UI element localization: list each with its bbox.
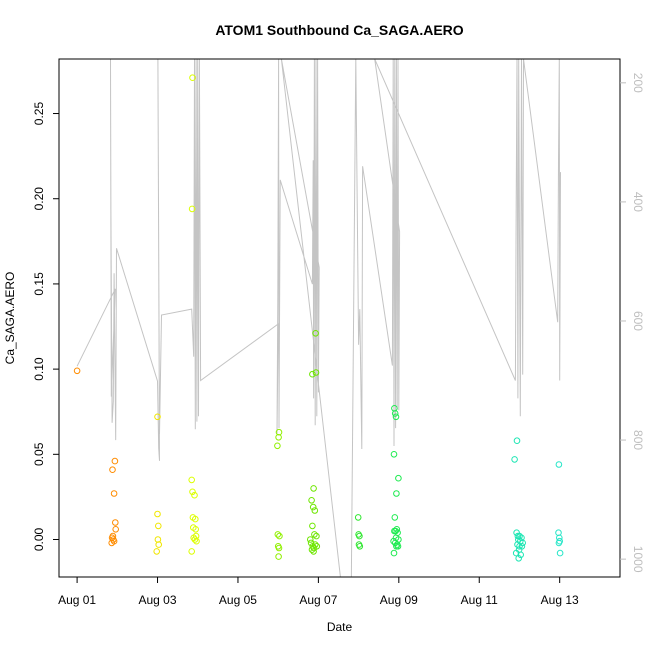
data-point	[390, 537, 397, 545]
y-tick-label: 0.25	[32, 102, 46, 126]
y-axis-label: Ca_SAGA.AERO	[3, 272, 17, 365]
right-axis: 200 400 600 800 1000	[620, 73, 645, 573]
data-point	[154, 413, 161, 421]
data-point	[356, 532, 363, 540]
data-point	[192, 526, 199, 533]
data-point	[511, 456, 518, 463]
data-point	[356, 543, 364, 550]
data-point	[394, 543, 402, 550]
x-tick-label: Aug 05	[219, 593, 257, 607]
data-point	[307, 536, 314, 543]
data-point	[188, 476, 195, 484]
right-tick-label: 600	[631, 311, 645, 331]
data-point	[556, 549, 564, 557]
data-point	[192, 515, 199, 523]
data-point	[391, 514, 399, 521]
y-tick-label: 0.10	[32, 357, 46, 381]
data-point	[311, 531, 318, 538]
data-point	[275, 434, 282, 441]
data-point	[189, 488, 196, 496]
data-point	[393, 490, 400, 497]
data-point	[191, 491, 198, 499]
data-point	[513, 437, 521, 445]
plot-frame	[58, 58, 621, 578]
data-point	[555, 539, 563, 547]
right-tick-label: 400	[631, 192, 645, 212]
data-point	[155, 522, 162, 530]
altitude-trace-line	[76, 59, 561, 577]
data-point	[308, 497, 315, 504]
data-point	[191, 536, 199, 543]
data-point	[312, 330, 319, 337]
data-point	[309, 522, 316, 530]
data-point	[274, 442, 281, 450]
data-point	[112, 526, 119, 533]
altitude-trace-layer	[76, 59, 561, 577]
data-points-layer	[73, 74, 564, 562]
x-tick-label: Aug 03	[139, 593, 177, 607]
data-point	[392, 527, 399, 535]
data-point	[390, 451, 398, 458]
data-point	[188, 205, 196, 213]
data-point	[392, 413, 400, 421]
data-point	[516, 543, 523, 550]
x-tick-label: Aug 13	[541, 593, 579, 607]
x-tick-label: Aug 07	[299, 593, 337, 607]
data-point	[188, 548, 195, 555]
data-point	[309, 503, 317, 511]
data-point	[308, 546, 316, 554]
data-point	[110, 490, 118, 497]
x-tick-label: Aug 11	[461, 593, 498, 607]
data-point	[154, 536, 162, 543]
data-point	[275, 544, 283, 552]
data-point	[555, 461, 563, 468]
x-axis-label: Date	[327, 620, 353, 634]
data-point	[393, 526, 401, 533]
data-point	[189, 74, 196, 81]
data-point	[275, 553, 282, 560]
x-tick-label: Aug 01	[58, 593, 96, 607]
right-tick-label: 200	[631, 73, 645, 93]
data-point	[512, 549, 520, 557]
data-point	[154, 510, 161, 518]
y-tick-label: 0.05	[32, 442, 46, 466]
data-point	[110, 537, 118, 545]
data-point	[109, 466, 116, 474]
data-point	[73, 367, 81, 375]
data-point	[390, 549, 398, 557]
data-point	[274, 531, 282, 538]
data-point	[313, 532, 320, 540]
data-point	[391, 410, 399, 417]
data-point	[276, 532, 283, 540]
data-point	[517, 551, 525, 559]
y-tick-label: 0.20	[32, 187, 46, 211]
data-point	[354, 514, 362, 521]
data-point	[112, 519, 119, 526]
data-point	[311, 507, 319, 514]
data-point	[307, 539, 315, 547]
data-point	[111, 457, 119, 465]
data-point	[312, 369, 320, 376]
data-point	[153, 548, 160, 555]
right-tick-label: 1000	[631, 546, 645, 573]
data-point	[313, 543, 321, 550]
y-axis: 0.00 0.05 0.10 0.15 0.20 0.25	[32, 102, 59, 552]
y-tick-label: 0.00	[32, 528, 46, 552]
chart-title: ATOM1 Southbound Ca_SAGA.AERO	[215, 22, 463, 38]
data-point	[310, 548, 317, 555]
data-point	[395, 474, 402, 482]
data-point	[310, 485, 317, 492]
data-point	[311, 541, 319, 548]
x-tick-label: Aug 09	[380, 593, 418, 607]
x-axis: Aug 01 Aug 03 Aug 05 Aug 07 Aug 09 Aug 11 Aug …	[58, 577, 579, 607]
data-point	[309, 370, 316, 378]
data-point	[192, 532, 200, 540]
y-tick-label: 0.15	[32, 272, 46, 296]
right-tick-label: 800	[631, 430, 645, 450]
data-point	[515, 555, 523, 562]
